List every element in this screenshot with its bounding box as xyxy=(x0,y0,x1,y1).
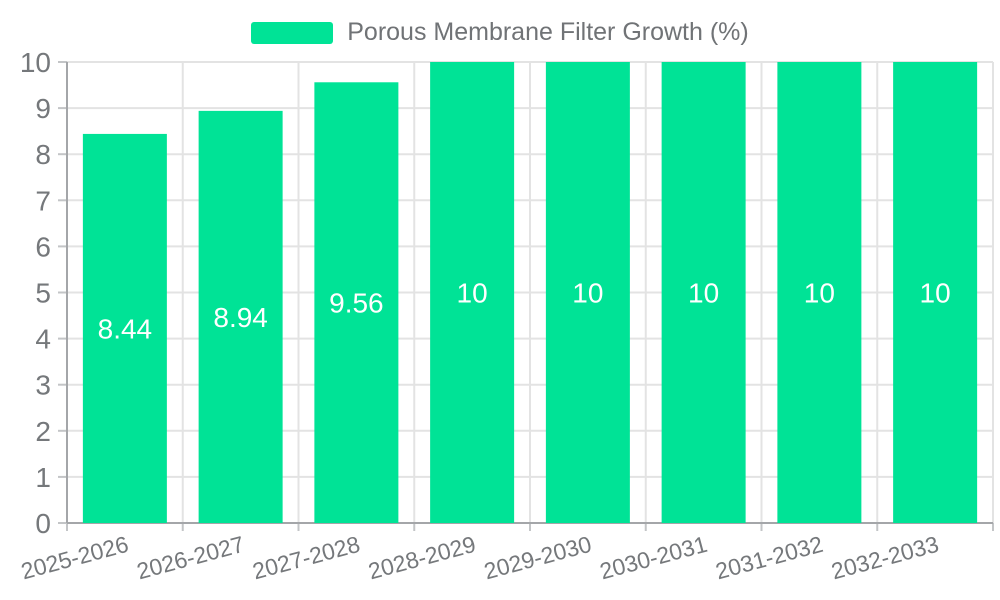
bar-value-label: 10 xyxy=(457,278,488,309)
y-axis-label: 3 xyxy=(35,370,51,401)
y-axis-label: 8 xyxy=(35,139,51,170)
bar[interactable] xyxy=(893,62,978,523)
bar-value-label: 10 xyxy=(688,278,719,309)
y-axis-label: 9 xyxy=(35,93,51,124)
y-axis-label: 0 xyxy=(35,508,51,539)
bar[interactable] xyxy=(545,62,630,523)
bar-value-label: 8.44 xyxy=(98,313,153,344)
bar-value-label: 10 xyxy=(572,278,603,309)
y-axis-label: 5 xyxy=(35,278,51,309)
x-axis-label: 2029-2030 xyxy=(481,531,594,585)
y-axis-label: 2 xyxy=(35,416,51,447)
x-axis-label: 2032-2033 xyxy=(828,531,941,585)
y-axis-label: 6 xyxy=(35,231,51,262)
bar-value-label: 9.56 xyxy=(329,288,384,319)
legend-swatch xyxy=(251,21,334,44)
y-axis-label: 7 xyxy=(35,185,51,216)
bar-value-label: 8.94 xyxy=(213,302,268,333)
y-axis-label: 1 xyxy=(35,462,51,493)
x-axis-label: 2027-2028 xyxy=(250,531,363,585)
y-axis-label: 10 xyxy=(20,47,51,78)
bar-value-label: 10 xyxy=(920,278,951,309)
bar[interactable] xyxy=(661,62,746,523)
bar[interactable] xyxy=(777,62,862,523)
legend-label: Porous Membrane Filter Growth (%) xyxy=(347,18,749,46)
x-axis-label: 2026-2027 xyxy=(134,531,247,585)
legend-item[interactable]: Porous Membrane Filter Growth (%) xyxy=(0,20,1000,45)
bar[interactable] xyxy=(430,62,515,523)
x-axis-label: 2030-2031 xyxy=(597,531,710,585)
bar-value-label: 10 xyxy=(804,278,835,309)
bar[interactable] xyxy=(314,82,399,523)
x-axis-label: 2031-2032 xyxy=(713,531,826,585)
bar[interactable] xyxy=(198,110,283,523)
bar[interactable] xyxy=(82,133,167,523)
x-axis-label: 2028-2029 xyxy=(365,531,478,585)
y-axis-label: 4 xyxy=(35,324,51,355)
